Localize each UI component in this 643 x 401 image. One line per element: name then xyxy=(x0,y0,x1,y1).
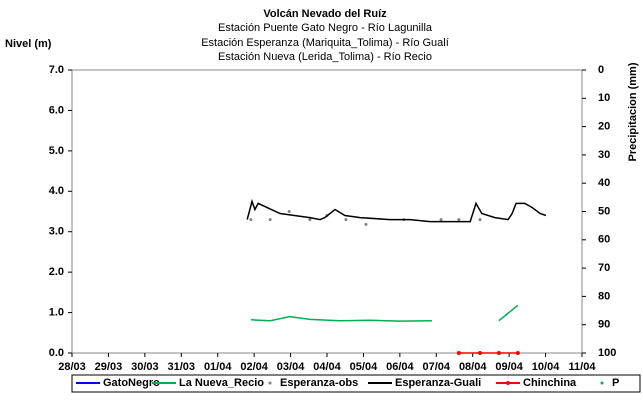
y2-tick-label: 40 xyxy=(598,177,610,189)
series-marker xyxy=(439,218,443,222)
legend-label: Esperanza-obs xyxy=(280,377,358,389)
x-tick-label: 07/04 xyxy=(423,361,451,373)
series-marker xyxy=(478,351,482,355)
subtitle: Estación Esperanza (Mariquita_Tolima) - … xyxy=(201,37,449,49)
subtitle: Estación Puente Gato Negro - Río Lagunil… xyxy=(218,22,433,34)
series-marker xyxy=(268,218,272,222)
legend-label: GatoNegro xyxy=(103,377,160,389)
x-tick-label: 03/04 xyxy=(277,361,305,373)
x-tick-label: 28/03 xyxy=(58,361,86,373)
y-tick-label: 0.0 xyxy=(49,347,64,359)
x-tick-label: 30/03 xyxy=(131,361,159,373)
y2-tick-label: 50 xyxy=(598,205,610,217)
series-marker xyxy=(344,218,348,222)
legend xyxy=(71,374,641,393)
y-tick-label: 3.0 xyxy=(49,226,64,238)
x-tick-label: 01/04 xyxy=(204,361,232,373)
series-marker xyxy=(515,351,520,355)
legend-marker xyxy=(268,381,272,385)
y-tick-label: 5.0 xyxy=(49,145,64,157)
y2-tick-label: 70 xyxy=(598,262,610,274)
y2-tick-label: 0 xyxy=(598,64,604,76)
y2-tick-label: 80 xyxy=(598,290,610,302)
y-tick-label: 6.0 xyxy=(49,104,64,116)
y-axis-label: Nivel (m) xyxy=(5,38,52,50)
series-line xyxy=(246,198,547,223)
y2-tick-label: 10 xyxy=(598,92,610,104)
series-marker xyxy=(478,218,482,222)
subtitle: Estación Nueva (Lerida_Tolima) - Río Rec… xyxy=(218,51,432,63)
legend-label: Chinchina xyxy=(523,377,577,389)
series-line xyxy=(250,304,519,322)
y-tick-label: 2.0 xyxy=(49,266,64,278)
legend-marker xyxy=(600,381,604,385)
x-tick-label: 04/04 xyxy=(313,361,341,373)
series-marker xyxy=(456,351,461,355)
series-marker xyxy=(457,218,461,222)
x-tick-label: 05/04 xyxy=(350,361,378,373)
chart-title: Volcán Nevado del Ruíz xyxy=(263,8,387,20)
x-tick-label: 06/04 xyxy=(386,361,414,373)
legend-label: La Nueva_Recio xyxy=(179,377,264,389)
x-tick-label: 08/04 xyxy=(459,361,487,373)
x-tick-label: 11/04 xyxy=(569,361,597,373)
series-marker xyxy=(496,351,501,355)
x-tick-label: 10/04 xyxy=(532,361,560,373)
series-marker xyxy=(308,218,312,222)
legend-label: P xyxy=(612,377,619,389)
legend-marker xyxy=(506,381,510,385)
x-tick-label: 31/03 xyxy=(168,361,196,373)
y2-tick-label: 30 xyxy=(598,149,610,161)
series-marker xyxy=(287,210,291,213)
series-marker xyxy=(249,218,253,222)
x-tick-label: 02/04 xyxy=(240,361,268,373)
y-tick-label: 7.0 xyxy=(49,64,64,76)
y2-tick-label: 20 xyxy=(598,121,610,133)
y2-tick-label: 60 xyxy=(598,234,610,246)
plot-frame xyxy=(71,69,583,354)
x-tick-label: 09/04 xyxy=(495,361,523,373)
legend-label: Esperanza-Guali xyxy=(395,377,481,389)
y-tick-label: 1.0 xyxy=(49,306,64,318)
y2-tick-label: 100 xyxy=(598,347,616,359)
x-tick-label: 29/03 xyxy=(95,361,123,373)
y2-tick-label: 90 xyxy=(598,319,610,331)
y2-axis-label: Precipitacion (mm) xyxy=(627,62,639,161)
series-marker xyxy=(364,222,368,226)
y-tick-label: 4.0 xyxy=(49,185,64,197)
